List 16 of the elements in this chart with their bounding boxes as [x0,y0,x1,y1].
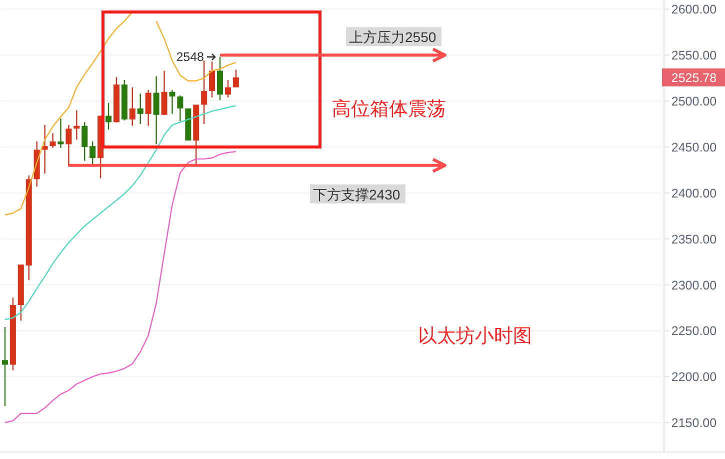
ref-line-label: 上方压力2550 [349,29,436,46]
ref-line-label: 下方支撑2430 [313,186,400,202]
y-tick-label: 2450.00 [671,140,717,154]
annotation: 2548 [176,50,204,64]
y-tick-label: 2200.00 [671,370,717,384]
text: 2525.78 [671,70,717,85]
y-tick-label: 2400.00 [671,186,717,200]
y-tick-label: 2600.00 [671,2,717,17]
y-tick-label: 2500.00 [671,94,717,109]
y-tick-label: 2150.00 [671,416,717,430]
y-tick-label: 2350.00 [671,232,717,246]
y-tick-label: 2550.00 [671,48,717,63]
annotation: 以太坊小时图 [418,325,532,347]
y-tick-label: 2300.00 [671,278,717,292]
annotation: 高位箱体震荡 [332,98,446,120]
y-tick-label: 2250.00 [671,324,717,338]
